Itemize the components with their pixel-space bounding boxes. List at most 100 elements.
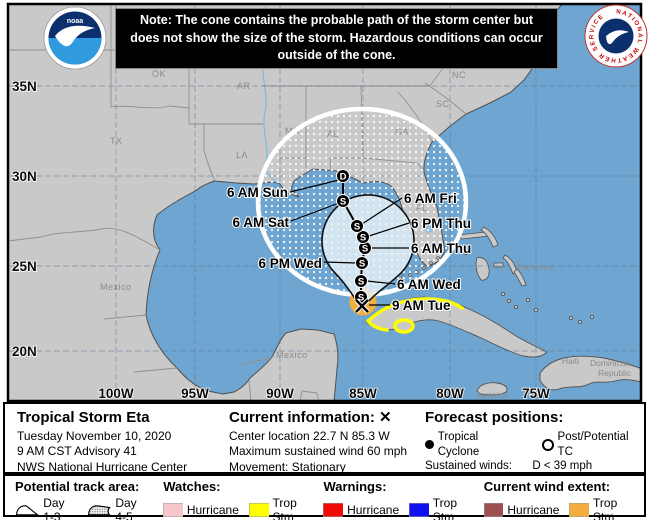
- wind-extent-heading: Current wind extent:: [483, 479, 611, 494]
- label-leader-lines: [289, 179, 410, 306]
- track-point: S: [336, 194, 350, 208]
- time-label-pm-wed: 6 PM Wed: [258, 256, 322, 271]
- trop-stm-watch-swatch: [248, 503, 269, 517]
- label-ok: OK: [152, 69, 166, 79]
- time-label-pm-thu: 6 PM Thu: [411, 216, 471, 231]
- map-border: [6, 2, 643, 403]
- legend-warnings: Warnings: Hurricane Trop Stm: [323, 479, 469, 520]
- svg-text:S: S: [358, 292, 364, 303]
- current-info-column: Current information: ✕ Center location 2…: [229, 408, 425, 474]
- label-mexico-yucatan: Mexico: [276, 350, 308, 360]
- legend-watches: Watches: Hurricane Trop Stm: [163, 479, 309, 520]
- time-label-sat: 6 AM Sat: [232, 215, 289, 230]
- track-point: S: [354, 274, 368, 288]
- sustained-winds-label: Sustained winds:: [425, 460, 512, 473]
- time-label-am-thu: 6 AM Thu: [411, 241, 471, 256]
- track-point: S: [350, 219, 364, 233]
- trop-stm-warning-label: Trop Stm: [432, 496, 458, 520]
- jamaica-island: [476, 382, 508, 396]
- label-haiti: Haiti: [562, 356, 579, 366]
- lon-label-90w: 90W: [266, 386, 294, 401]
- hurricane-warning-swatch: [323, 503, 344, 517]
- wind-category-d: D < 39 mph: [532, 460, 593, 473]
- label-dominican: Dominican: [590, 358, 630, 368]
- label-jamaica: Jamaica: [476, 390, 508, 400]
- svg-text:S: S: [362, 243, 368, 254]
- lat-label-30n: 30N: [12, 169, 37, 184]
- label-republic: Republic: [598, 368, 632, 378]
- hurricane-watch-swatch: [163, 503, 183, 517]
- svg-text:S: S: [358, 276, 364, 287]
- storm-info-panel: Tropical Storm Eta Tuesday November 10, …: [3, 402, 646, 487]
- svg-text:S: S: [340, 196, 346, 207]
- svg-text:S: S: [360, 232, 366, 243]
- lon-label-85w: 85W: [349, 386, 377, 401]
- trop-stm-watch-area: [366, 297, 464, 334]
- current-position-x-icon: [354, 298, 370, 314]
- lon-label-100w: 100W: [98, 386, 134, 401]
- map-canvas: OK AR TN NC SC MS AL GA TX LA FL Mexico …: [6, 2, 643, 403]
- hurricane-watch-label: Hurricane: [186, 503, 239, 517]
- advisory-number: 9 AM CST Advisory 41: [17, 444, 137, 459]
- potential-track-heading: Potential track area:: [15, 479, 140, 494]
- forecast-cone-map: OK AR TN NC SC MS AL GA TX LA FL Mexico …: [6, 2, 643, 403]
- forecast-track-points: S S S S S S S D: [336, 169, 372, 314]
- hurricane-warning-label: Hurricane: [347, 503, 400, 517]
- lon-label-75w: 75W: [522, 386, 550, 401]
- label-sc: SC: [436, 99, 450, 109]
- post-potential-tc-label: Post/Potential TC: [557, 431, 629, 458]
- tropical-cyclone-icon: [425, 440, 434, 450]
- lat-label-35n: 35N: [12, 79, 37, 94]
- lat-label-25n: 25N: [12, 259, 37, 274]
- wind-extent-trop-stm-swatch: [569, 503, 590, 517]
- trop-stm-warning-swatch: [409, 503, 429, 517]
- noaa-logo-text: noaa: [67, 18, 83, 25]
- wind-extent-trop-stm-label: Trop Stm: [593, 496, 618, 520]
- svg-text:S: S: [359, 258, 365, 269]
- day4-5-label: Day 4-5: [115, 496, 137, 520]
- warnings-heading: Warnings:: [323, 479, 387, 494]
- time-label-tue: 9 AM Tue: [392, 298, 451, 313]
- storm-identity-column: Tropical Storm Eta Tuesday November 10, …: [17, 408, 229, 474]
- map-legend: Potential track area: Day 1-3 Day 4-5 Wa…: [3, 474, 646, 520]
- legend-potential-track-area: Potential track area: Day 1-3 Day 4-5: [15, 479, 149, 520]
- forecast-positions-column: Forecast positions: Tropical Cyclone Pos…: [425, 408, 644, 487]
- track-point: S: [356, 230, 370, 244]
- current-info-heading: Current information:: [229, 409, 375, 426]
- watches-heading: Watches:: [163, 479, 221, 494]
- trop-stm-watch-label: Trop Stm: [272, 496, 297, 520]
- current-position-marker-glyph: ✕: [379, 409, 392, 426]
- max-sustained-wind: Maximum sustained wind 60 mph: [229, 444, 408, 459]
- label-nc: NC: [452, 70, 466, 80]
- cone-day4-5-icon: [88, 505, 112, 516]
- time-label-fri: 6 AM Fri: [404, 191, 457, 206]
- lat-label-20n: 20N: [12, 344, 37, 359]
- track-point-post-tc: D: [336, 169, 350, 183]
- day1-3-label: Day 1-3: [43, 496, 65, 520]
- advisory-date: Tuesday November 10, 2020: [17, 429, 172, 444]
- nws-logo-icon: NATIONAL WEATHER SERVICE: [584, 4, 648, 68]
- svg-text:D: D: [340, 171, 347, 182]
- time-label-sun: 6 AM Sun: [227, 185, 288, 200]
- label-la: LA: [236, 150, 248, 160]
- legend-wind-extent: Current wind extent: Hurricane Trop Stm: [483, 479, 630, 520]
- track-time-labels: 6 AM Sun 6 AM Sat 6 PM Wed 6 AM Fri 6 PM…: [226, 184, 472, 314]
- wind-extent-hurricane-swatch: [483, 503, 504, 517]
- hispaniola-island: [539, 355, 640, 391]
- movement: Movement: Stationary: [229, 459, 346, 474]
- forecast-positions-heading: Forecast positions:: [425, 409, 564, 426]
- lon-label-80w: 80W: [436, 386, 464, 401]
- wind-extent-hurricane-label: Hurricane: [507, 503, 560, 517]
- svg-text:S: S: [354, 221, 360, 232]
- lon-label-95w: 95W: [181, 386, 209, 401]
- center-location: Center location 22.7 N 85.3 W: [229, 429, 390, 444]
- cone-day1-3-icon: [16, 505, 40, 516]
- noaa-logo-icon: noaa: [43, 6, 107, 70]
- note-text: Note: The cone contains the probable pat…: [130, 13, 543, 62]
- cone-note-banner: Note: The cone contains the probable pat…: [115, 8, 558, 69]
- storm-title: Tropical Storm Eta: [17, 409, 150, 426]
- issuing-agency: NWS National Hurricane Center: [17, 459, 188, 474]
- time-label-am-wed: 6 AM Wed: [397, 277, 461, 292]
- tropical-cyclone-label: Tropical Cyclone: [437, 431, 480, 458]
